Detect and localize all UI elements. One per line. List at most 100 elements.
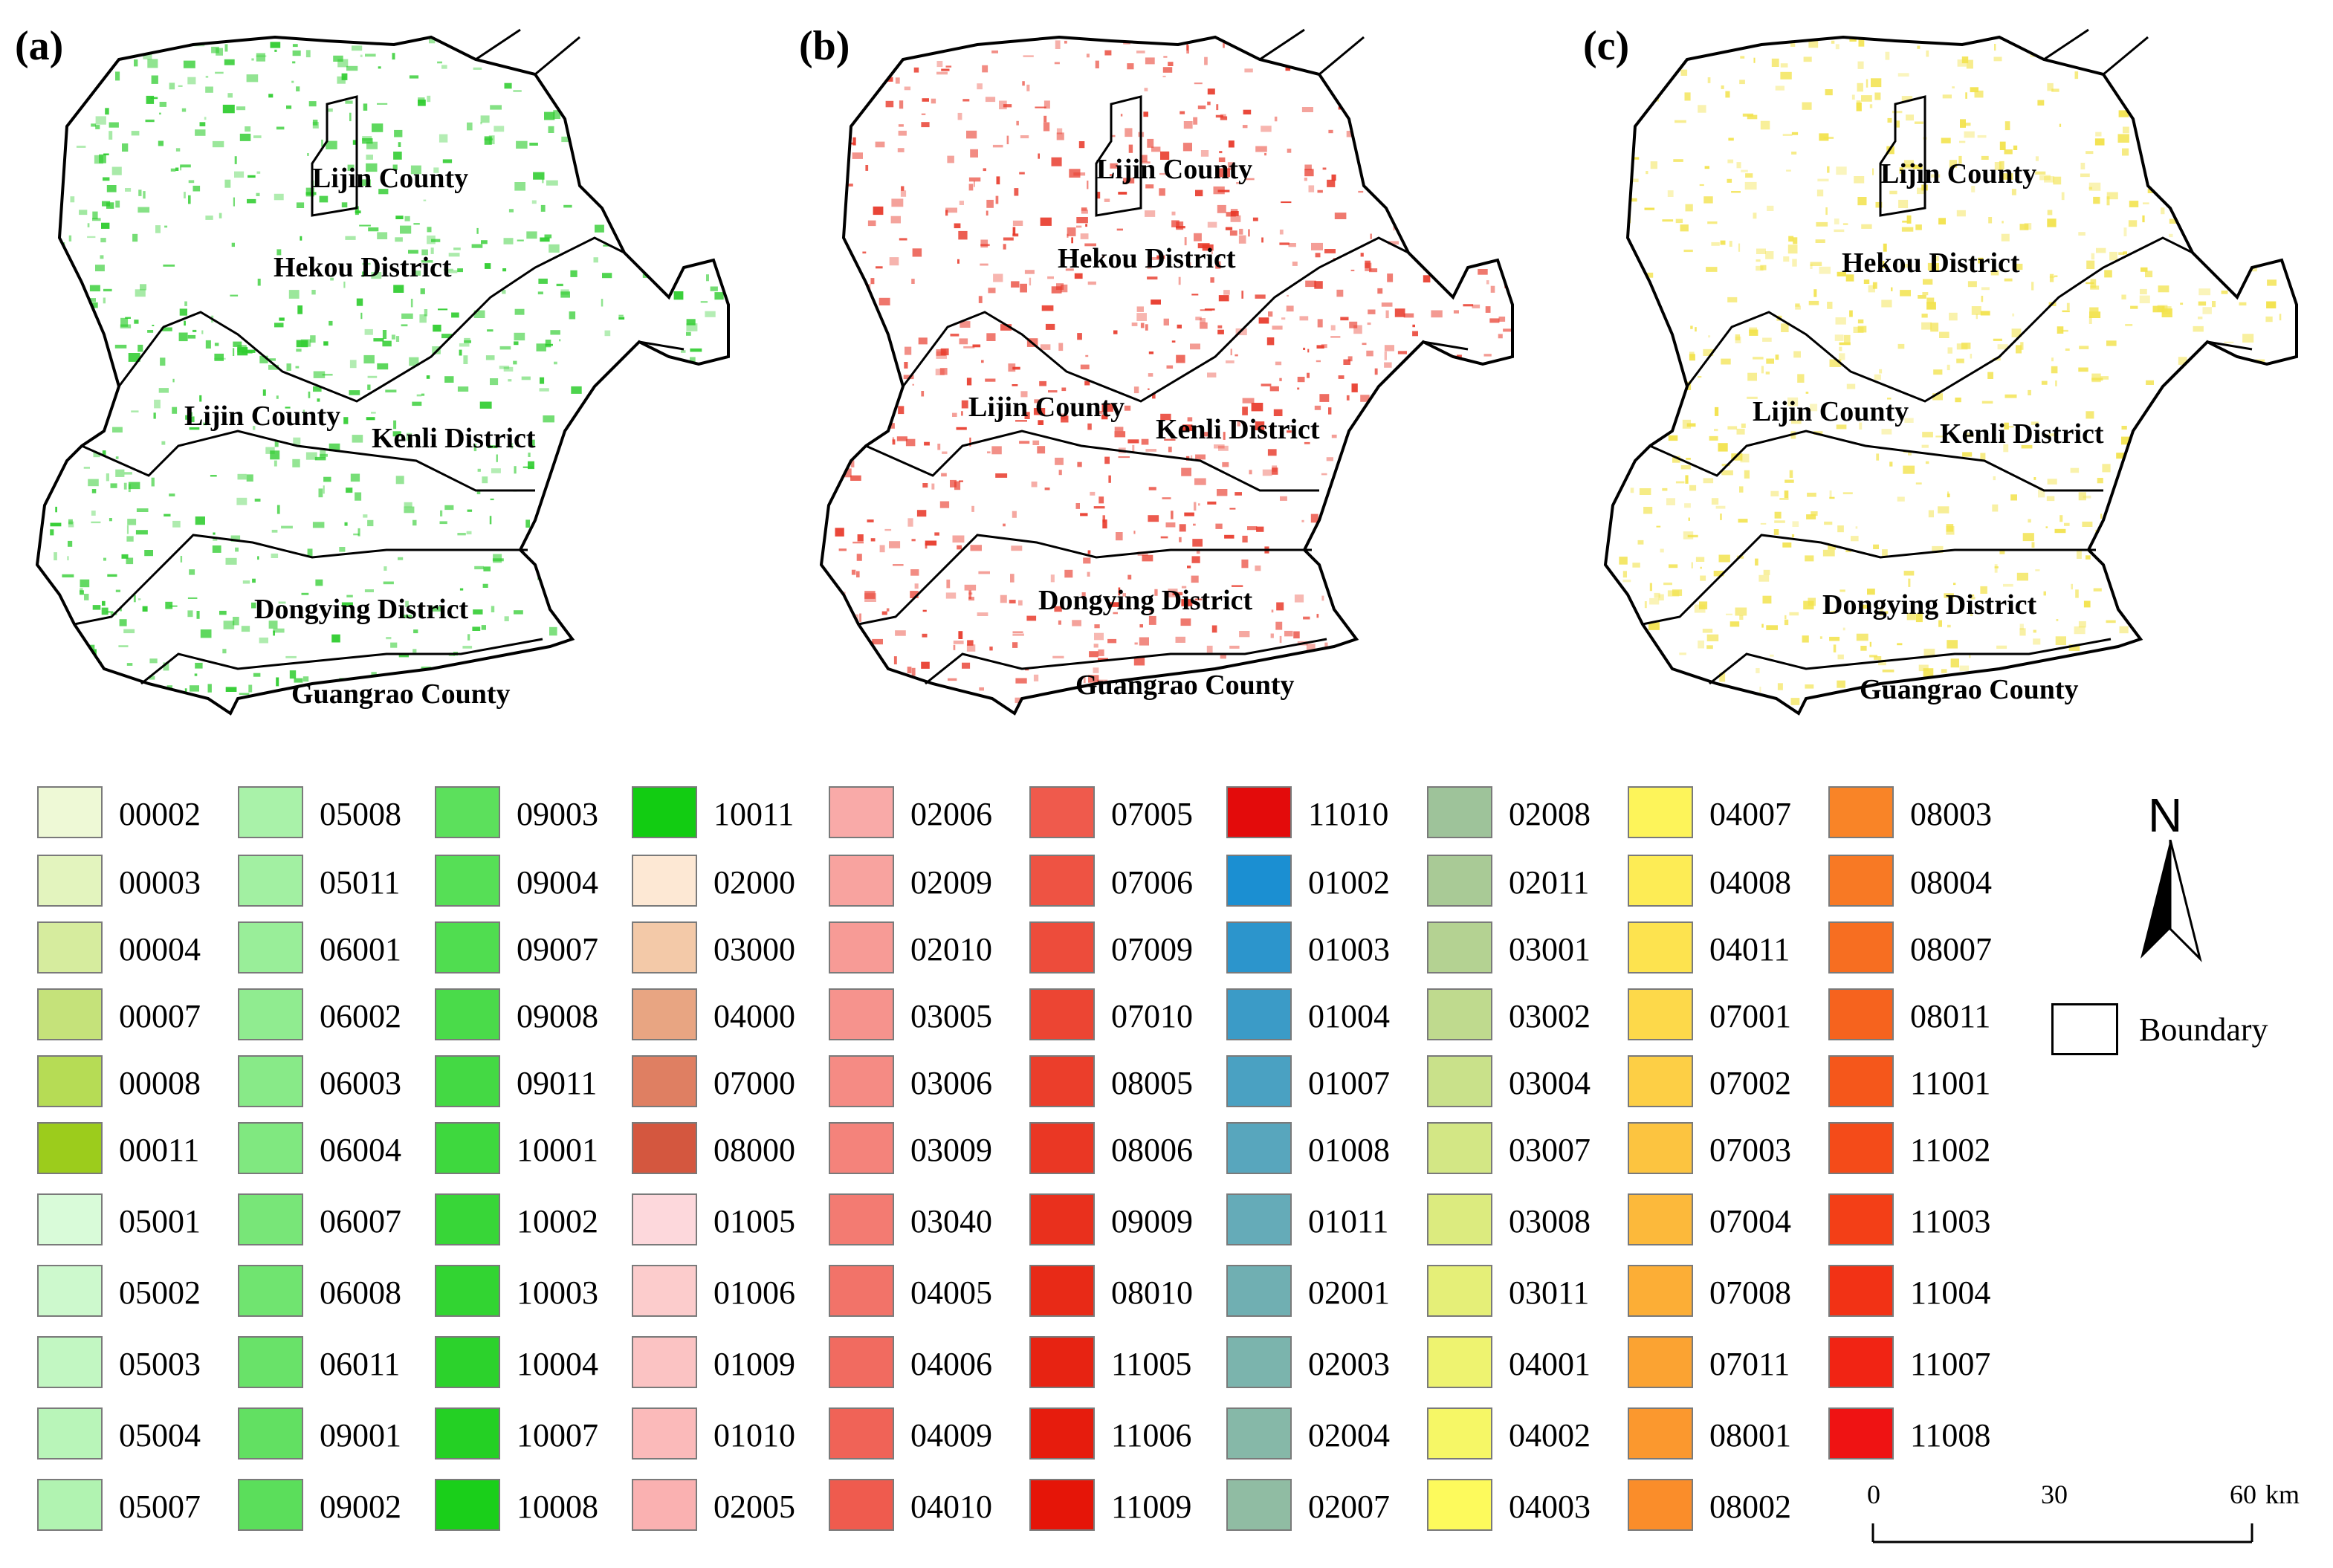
landuse-patch	[1346, 395, 1350, 401]
landuse-patch	[2272, 511, 2278, 519]
landuse-patch	[1142, 554, 1153, 562]
landuse-patch	[995, 473, 1008, 478]
landuse-patch	[90, 407, 97, 410]
landuse-patch	[2054, 528, 2066, 534]
coast-line	[2043, 28, 2089, 61]
landuse-patch	[1162, 497, 1171, 499]
landuse-patch	[526, 231, 537, 239]
landuse-patch	[1087, 181, 1089, 189]
landuse-patch	[89, 285, 100, 292]
landuse-patch	[1653, 352, 1658, 360]
landuse-patch	[1218, 168, 1230, 178]
landuse-patch	[588, 544, 598, 549]
landuse-patch	[1903, 465, 1915, 474]
landuse-patch	[323, 476, 331, 482]
landuse-patch	[481, 240, 488, 244]
landuse-patch	[1706, 267, 1718, 272]
landuse-patch	[1281, 48, 1291, 51]
landuse-patch	[2051, 357, 2054, 362]
landuse-patch	[1622, 186, 1628, 192]
landuse-patch	[1261, 126, 1272, 132]
map-c-svg	[1603, 28, 2298, 716]
landuse-patch	[292, 44, 298, 48]
landuse-patch	[365, 54, 376, 57]
landuse-patch	[891, 198, 904, 207]
legend-swatch	[829, 921, 894, 973]
landuse-patch	[276, 249, 282, 256]
landuse-patch	[2120, 600, 2127, 605]
landuse-patch	[476, 490, 481, 495]
landuse-patch	[1747, 372, 1757, 381]
landuse-patch	[1182, 424, 1193, 431]
landuse-patch	[881, 611, 887, 615]
landuse-patch	[612, 503, 616, 511]
landuse-patch	[562, 516, 566, 522]
landuse-patch	[514, 610, 523, 615]
landuse-patch	[1347, 356, 1353, 362]
landuse-patch	[1510, 398, 1512, 408]
landuse-patch	[1145, 449, 1156, 452]
landuse-patch	[1686, 458, 1691, 460]
landuse-patch	[1122, 593, 1126, 597]
landuse-patch	[1194, 478, 1206, 485]
landuse-patch	[686, 331, 691, 336]
landuse-patch	[1851, 536, 1859, 542]
landuse-patch	[1343, 82, 1353, 84]
landuse-patch	[203, 422, 207, 426]
landuse-patch	[2141, 267, 2148, 272]
landuse-patch	[1994, 162, 2002, 170]
landuse-patch	[1700, 575, 1706, 581]
landuse-patch	[1638, 394, 1646, 401]
landuse-patch	[1695, 47, 1698, 55]
landuse-patch	[1345, 58, 1352, 66]
landuse-patch	[1880, 607, 1883, 616]
landuse-patch	[656, 408, 665, 416]
legend-item: 00004	[37, 921, 238, 975]
landuse-patch	[1366, 350, 1373, 357]
landuse-patch	[1168, 62, 1174, 66]
landuse-patch	[864, 343, 870, 352]
landuse-patch	[386, 637, 392, 640]
legend-item: 10011	[632, 786, 832, 840]
landuse-patch	[2031, 542, 2035, 548]
landuse-patch	[850, 475, 861, 481]
landuse-patch	[2100, 514, 2103, 519]
landuse-patch	[1006, 135, 1009, 145]
landuse-patch	[1915, 482, 1922, 485]
landuse-patch	[92, 218, 101, 221]
landuse-patch	[2123, 251, 2127, 255]
legend-item: 01006	[632, 1265, 832, 1318]
landuse-patch	[50, 253, 56, 257]
landuse-patch	[1229, 645, 1240, 649]
landuse-patch	[1475, 589, 1486, 594]
landuse-patch	[2289, 540, 2294, 547]
landuse-patch	[1011, 281, 1020, 288]
landuse-patch	[1774, 520, 1785, 523]
landuse-patch	[2106, 196, 2110, 206]
landuse-patch	[514, 341, 519, 346]
landuse-patch	[941, 68, 950, 71]
landuse-patch	[1834, 229, 1845, 233]
landuse-patch	[959, 338, 968, 345]
landuse-patch	[2004, 149, 2013, 155]
landuse-patch	[124, 472, 132, 475]
legend-swatch	[1828, 1122, 1894, 1174]
landuse-patch	[948, 678, 957, 681]
landuse-patch	[214, 353, 224, 361]
landuse-patch	[296, 202, 305, 208]
landuse-patch	[1437, 120, 1449, 129]
landuse-patch	[609, 471, 619, 473]
legend-item: 04011	[1628, 921, 1828, 975]
landuse-patch	[2191, 500, 2193, 508]
landuse-patch	[184, 301, 187, 306]
landuse-patch	[1703, 478, 1714, 484]
landuse-patch	[848, 667, 859, 673]
landuse-patch	[2049, 273, 2054, 282]
landuse-patch	[1116, 532, 1123, 541]
legend-code: 05007	[119, 1488, 201, 1525]
landuse-patch	[1830, 610, 1839, 613]
legend-code: 00007	[119, 998, 201, 1034]
landuse-patch	[693, 103, 701, 108]
legend-item: 09009	[1029, 1193, 1230, 1247]
landuse-patch	[1390, 453, 1399, 459]
